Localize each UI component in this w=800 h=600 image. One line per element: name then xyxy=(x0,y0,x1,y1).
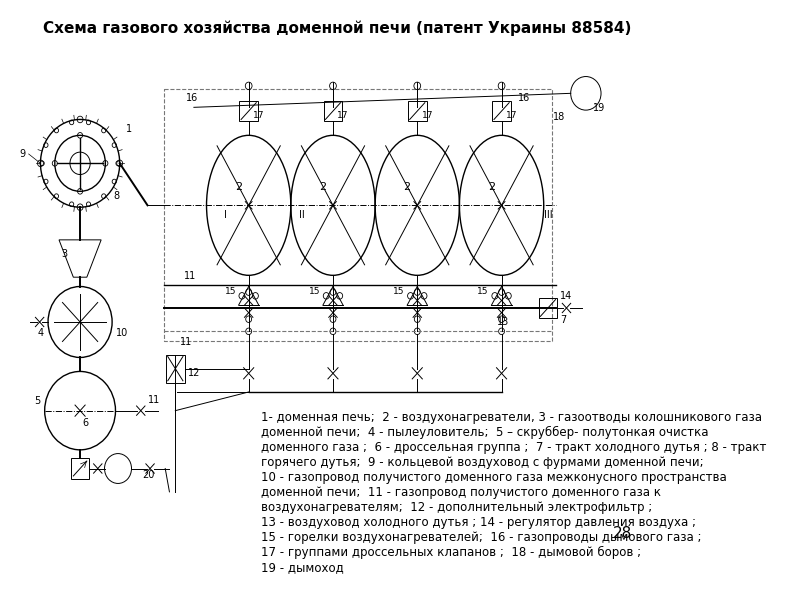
Text: I: I xyxy=(225,210,227,220)
Text: 2: 2 xyxy=(488,182,495,191)
Text: 17: 17 xyxy=(422,111,433,120)
Text: 14: 14 xyxy=(560,290,572,301)
Text: 19: 19 xyxy=(593,103,605,113)
Text: 18: 18 xyxy=(553,112,565,122)
Text: 1: 1 xyxy=(126,124,133,134)
Text: 17: 17 xyxy=(253,111,264,120)
Text: 13: 13 xyxy=(498,317,510,328)
Text: 1- доменная печь;  2 - воздухонагреватели, 3 - газоотводы колошникового газа
дом: 1- доменная печь; 2 - воздухонагреватели… xyxy=(262,410,766,574)
Text: 15: 15 xyxy=(478,287,489,296)
Text: 4: 4 xyxy=(38,328,44,338)
Text: 9: 9 xyxy=(19,149,26,159)
Text: 28: 28 xyxy=(613,526,632,541)
Text: 15: 15 xyxy=(225,287,236,296)
Text: 8: 8 xyxy=(114,191,119,201)
Text: Схема газового хозяйства доменной печи (патент Украины 88584): Схема газового хозяйства доменной печи (… xyxy=(43,20,631,36)
Text: 5: 5 xyxy=(34,397,41,406)
Text: 16: 16 xyxy=(518,92,530,103)
Text: 6: 6 xyxy=(82,418,89,428)
Text: 7: 7 xyxy=(560,316,566,325)
Text: 2: 2 xyxy=(403,182,410,191)
Text: 15: 15 xyxy=(309,287,320,296)
Text: 12: 12 xyxy=(188,368,200,379)
Text: II: II xyxy=(299,210,305,220)
Text: 11: 11 xyxy=(184,271,196,281)
Text: 16: 16 xyxy=(186,92,198,103)
Text: 15: 15 xyxy=(393,287,405,296)
Text: III: III xyxy=(544,210,552,220)
Text: 11: 11 xyxy=(180,337,193,347)
Text: 20: 20 xyxy=(142,470,154,480)
Text: 10: 10 xyxy=(116,328,129,338)
Text: 3: 3 xyxy=(62,249,67,259)
Text: 2: 2 xyxy=(235,182,242,191)
Text: 17: 17 xyxy=(506,111,518,120)
Text: 2: 2 xyxy=(319,182,326,191)
Text: 11: 11 xyxy=(147,395,160,405)
Text: 17: 17 xyxy=(337,111,349,120)
